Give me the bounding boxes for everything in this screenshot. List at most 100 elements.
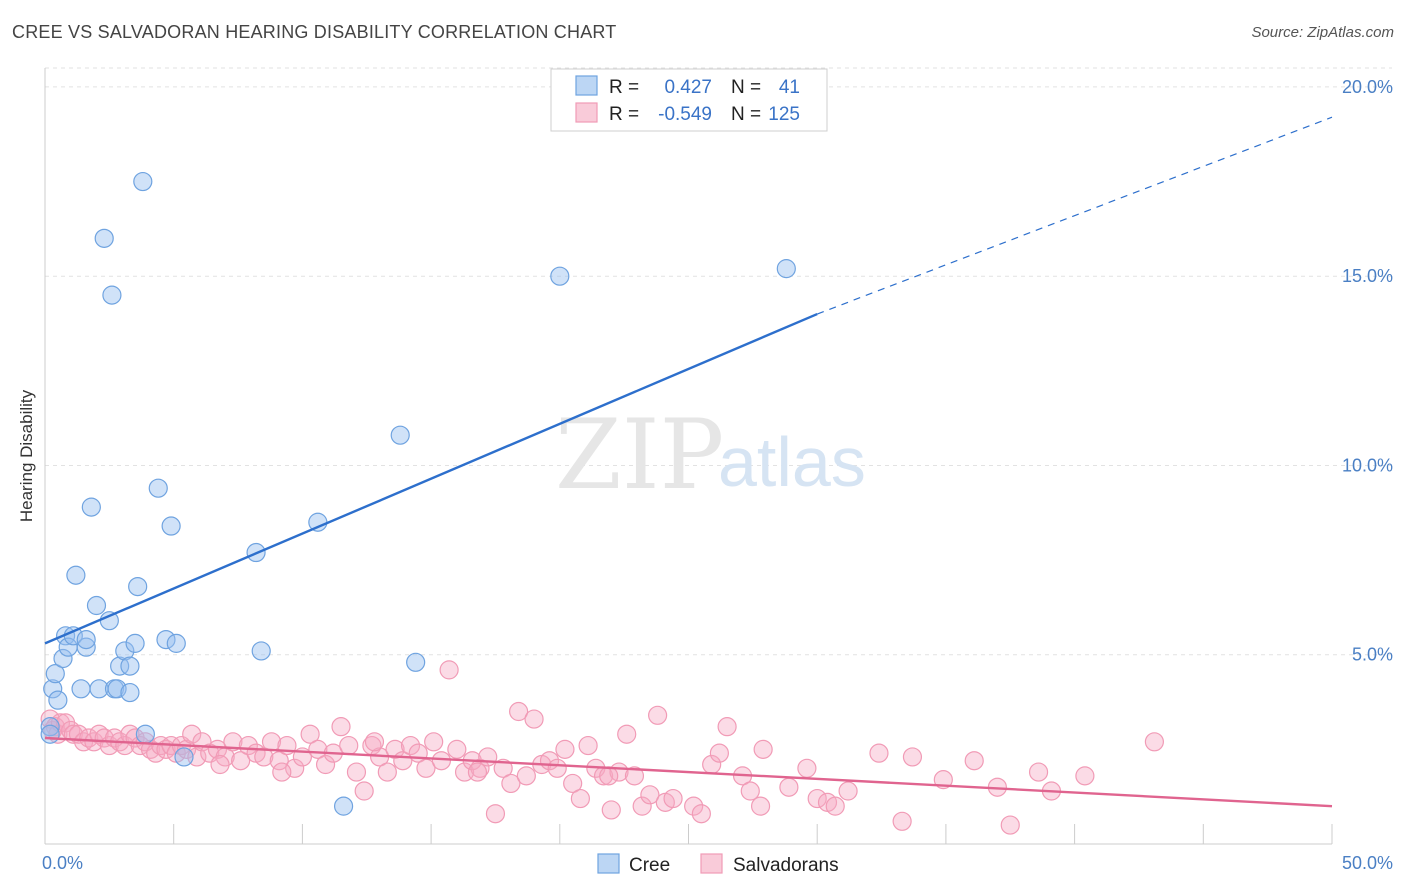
cree-point-22[interactable] xyxy=(115,641,135,661)
cree-point-41[interactable] xyxy=(776,259,796,279)
salvadorans-point-110[interactable] xyxy=(902,747,923,767)
salvadorans-point-103[interactable] xyxy=(779,777,799,797)
cree-point-16[interactable] xyxy=(94,228,114,248)
salvadorans-point-46[interactable] xyxy=(300,724,320,744)
salvadorans-point-100[interactable] xyxy=(740,781,760,801)
cree-point-28[interactable] xyxy=(135,724,155,744)
salvadorans-point-97[interactable] xyxy=(709,743,729,763)
salvadorans-point-109[interactable] xyxy=(892,811,912,831)
salvadorans-point-37[interactable] xyxy=(231,751,251,771)
salvadorans-point-88[interactable] xyxy=(624,766,645,786)
cree-point-5[interactable] xyxy=(53,648,73,669)
salvadorans-point-117[interactable] xyxy=(1144,732,1164,752)
salvadorans-point-79[interactable] xyxy=(555,739,575,759)
cree-point-4[interactable] xyxy=(48,690,68,710)
cree-point-10[interactable] xyxy=(71,679,91,699)
cree-point-27[interactable] xyxy=(133,171,153,192)
salvadorans-point-118[interactable] xyxy=(210,754,230,775)
cree-point-12[interactable] xyxy=(76,629,96,650)
cree-point-18[interactable] xyxy=(102,285,122,305)
salvadorans-point-71[interactable] xyxy=(493,758,513,778)
salvadorans-point-114[interactable] xyxy=(1028,762,1049,782)
salvadorans-point-42[interactable] xyxy=(269,751,289,771)
cree-point-33[interactable] xyxy=(174,747,194,767)
cree-point-13[interactable] xyxy=(81,497,101,517)
salvadorans-point-40[interactable] xyxy=(254,747,274,767)
salvadorans-point-121[interactable] xyxy=(467,762,488,782)
cree-point-20[interactable] xyxy=(107,679,127,699)
cree-point-21[interactable] xyxy=(110,656,130,676)
salvadorans-point-120[interactable] xyxy=(364,732,385,752)
salvadorans-point-94[interactable] xyxy=(684,796,704,816)
salvadorans-point-52[interactable] xyxy=(346,762,367,782)
cree-point-30[interactable] xyxy=(156,629,176,650)
salvadorans-point-20[interactable] xyxy=(130,735,150,756)
salvadorans-point-10[interactable] xyxy=(79,728,99,748)
cree-point-23[interactable] xyxy=(120,656,140,676)
cree-point-3[interactable] xyxy=(45,664,65,684)
salvadorans-point-50[interactable] xyxy=(331,717,351,737)
cree-point-9[interactable] xyxy=(66,565,86,585)
salvadorans-point-64[interactable] xyxy=(439,660,459,680)
salvadorans-point-95[interactable] xyxy=(691,804,711,824)
cree-point-37[interactable] xyxy=(333,796,354,816)
salvadorans-point-36[interactable] xyxy=(223,732,243,752)
salvadorans-point-30[interactable] xyxy=(182,724,202,744)
cree-point-0[interactable] xyxy=(40,717,60,737)
salvadorans-point-59[interactable] xyxy=(400,735,421,756)
salvadorans-point-44[interactable] xyxy=(285,758,305,778)
salvadorans-point-107[interactable] xyxy=(838,781,858,801)
salvadorans-point-123[interactable] xyxy=(797,758,817,778)
salvadorans-point-65[interactable] xyxy=(447,739,467,759)
salvadorans-point-69[interactable] xyxy=(478,747,498,767)
salvadorans-point-111[interactable] xyxy=(964,751,984,771)
salvadorans-point-62[interactable] xyxy=(424,732,444,752)
cree-point-39[interactable] xyxy=(406,652,426,672)
salvadorans-point-102[interactable] xyxy=(753,739,773,759)
salvadorans-point-56[interactable] xyxy=(377,762,397,782)
salvadorans-point-53[interactable] xyxy=(354,781,374,801)
cree-point-1[interactable] xyxy=(40,724,60,744)
cree-point-25[interactable] xyxy=(125,633,145,653)
cree-point-40[interactable] xyxy=(550,266,570,286)
salvadorans-point-78[interactable] xyxy=(547,758,567,778)
cree-point-2[interactable] xyxy=(43,679,63,699)
cree-point-32[interactable] xyxy=(166,633,186,653)
cree-point-24[interactable] xyxy=(120,682,140,703)
salvadorans-point-51[interactable] xyxy=(339,735,359,756)
salvadorans-point-57[interactable] xyxy=(385,739,405,759)
salvadorans-point-81[interactable] xyxy=(570,788,590,809)
salvadorans-point-73[interactable] xyxy=(509,701,529,722)
salvadorans-point-48[interactable] xyxy=(315,754,336,775)
salvadorans-point-101[interactable] xyxy=(750,796,771,816)
salvadorans-point-72[interactable] xyxy=(501,773,521,794)
salvadorans-point-98[interactable] xyxy=(717,717,737,737)
cree-point-35[interactable] xyxy=(251,641,271,661)
cree-point-14[interactable] xyxy=(86,595,107,616)
cree-point-31[interactable] xyxy=(161,516,181,536)
salvadorans-point-85[interactable] xyxy=(601,800,621,820)
salvadorans-point-90[interactable] xyxy=(640,785,660,805)
salvadorans-point-113[interactable] xyxy=(1000,815,1020,835)
salvadorans-point-104[interactable] xyxy=(807,788,827,809)
cree-point-29[interactable] xyxy=(148,478,168,498)
salvadorans-point-34[interactable] xyxy=(207,739,228,759)
salvadorans-point-82[interactable] xyxy=(578,735,598,756)
salvadorans-point-119[interactable] xyxy=(272,762,292,782)
salvadorans-point-75[interactable] xyxy=(524,709,544,729)
salvadorans-point-106[interactable] xyxy=(825,796,845,816)
salvadorans-point-87[interactable] xyxy=(617,724,637,744)
salvadorans-point-9[interactable] xyxy=(74,732,94,752)
cree-point-26[interactable] xyxy=(128,576,148,597)
salvadorans-point-91[interactable] xyxy=(648,705,668,725)
salvadorans-point-74[interactable] xyxy=(516,766,536,786)
salvadorans-point-89[interactable] xyxy=(632,796,652,816)
salvadorans-point-93[interactable] xyxy=(663,788,683,809)
salvadorans-point-108[interactable] xyxy=(869,743,889,763)
salvadorans-point-63[interactable] xyxy=(431,751,451,771)
salvadorans-point-70[interactable] xyxy=(485,804,506,824)
salvadorans-point-80[interactable] xyxy=(563,773,583,794)
salvadorans-point-116[interactable] xyxy=(1075,766,1095,786)
cree-point-11[interactable] xyxy=(76,637,96,657)
cree-point-38[interactable] xyxy=(390,425,410,445)
